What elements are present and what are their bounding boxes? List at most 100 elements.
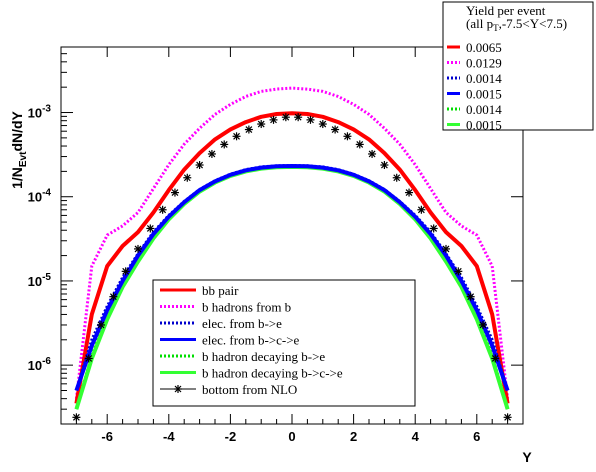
marker-d2 bbox=[442, 245, 450, 253]
nlo-marker bbox=[134, 244, 142, 253]
nlo-marker bbox=[195, 161, 204, 170]
axes-layer: -6 -4 -2 0 2 4 6 10-6 10-5 10-4 10-3 bbox=[28, 46, 523, 444]
marker-d2 bbox=[356, 140, 364, 148]
legend-marker bbox=[160, 385, 196, 393]
y-axis-label: 1/NEvtdN/dY bbox=[9, 110, 29, 188]
marker-d2 bbox=[97, 321, 105, 329]
yield-value: 0.0014 bbox=[466, 71, 502, 86]
nlo-marker bbox=[220, 140, 229, 149]
nlo-marker bbox=[232, 132, 241, 141]
nlo-marker bbox=[72, 413, 81, 422]
yield-panel-box bbox=[442, 1, 594, 131]
nlo-marker bbox=[331, 125, 340, 134]
marker-d2 bbox=[393, 174, 401, 182]
nlo-marker bbox=[244, 125, 253, 134]
marker-d2 bbox=[344, 132, 351, 140]
marker-d2 bbox=[146, 225, 154, 232]
y-tick-label: 10-6 bbox=[28, 356, 52, 373]
nlo-marker bbox=[294, 113, 303, 122]
marker-d2 bbox=[491, 355, 499, 362]
marker-d2 bbox=[183, 174, 191, 182]
nlo-marker bbox=[318, 120, 327, 129]
nlo-marker bbox=[417, 205, 426, 214]
marker-d2 bbox=[245, 126, 253, 133]
x-tick-label: -4 bbox=[163, 429, 175, 444]
x-tick-label: 2 bbox=[350, 429, 357, 444]
series-line-1 bbox=[74, 86, 510, 399]
nlo-marker bbox=[478, 320, 487, 329]
marker-d2 bbox=[479, 321, 487, 329]
yield-value: 0.0065 bbox=[466, 40, 502, 55]
legend-label: elec. from b->e bbox=[202, 316, 282, 331]
y-tick-label: 10-5 bbox=[28, 272, 52, 289]
marker-d2 bbox=[208, 150, 216, 158]
legend-label: bottom from NLO bbox=[202, 382, 297, 397]
marker-d2 bbox=[380, 161, 388, 169]
marker-d2 bbox=[307, 116, 314, 124]
nlo-marker bbox=[183, 173, 192, 182]
x-tick-label: 4 bbox=[412, 429, 420, 444]
nlo-marker bbox=[392, 173, 401, 182]
legend-label: elec. from b->c->e bbox=[202, 333, 300, 348]
nlo-marker bbox=[84, 354, 93, 363]
yield-title: Yield per event bbox=[466, 3, 546, 18]
nlo-marker bbox=[442, 244, 450, 253]
nlo-marker bbox=[170, 188, 179, 197]
y-tick-label: 10-4 bbox=[28, 188, 52, 205]
nlo-marker bbox=[380, 161, 389, 170]
marker-d2 bbox=[196, 161, 204, 169]
marker-d2 bbox=[368, 150, 376, 158]
nlo-marker bbox=[343, 132, 352, 141]
nlo-marker bbox=[109, 292, 118, 301]
x-tick-label: -6 bbox=[101, 429, 113, 444]
legend-label: b hadron decaying b->c->e bbox=[202, 366, 343, 381]
nlo-marker bbox=[257, 120, 266, 129]
marker-d2 bbox=[294, 113, 302, 121]
marker-d2 bbox=[319, 120, 327, 128]
legend-label: bb pair bbox=[202, 283, 239, 298]
nlo-marker bbox=[269, 115, 278, 124]
marker-d2 bbox=[220, 140, 228, 148]
nlo-marker bbox=[207, 149, 216, 158]
nlo-marker bbox=[121, 267, 130, 276]
marker-d2 bbox=[504, 413, 512, 421]
yield-value: 0.0014 bbox=[466, 102, 502, 117]
marker-d2 bbox=[430, 225, 438, 232]
marker-d2 bbox=[417, 206, 425, 214]
marker-d2 bbox=[72, 413, 80, 421]
marker-d2 bbox=[109, 293, 117, 301]
marker-d2 bbox=[122, 267, 130, 275]
nlo-marker bbox=[429, 224, 438, 233]
nlo-marker bbox=[355, 140, 364, 149]
curves-layer bbox=[72, 86, 512, 422]
x-axis-label: Y bbox=[522, 449, 532, 465]
nlo-marker bbox=[405, 188, 414, 197]
x-tick-label: -2 bbox=[225, 429, 237, 444]
nlo-marker bbox=[97, 320, 106, 329]
y-tick-label: 10-3 bbox=[28, 104, 52, 121]
marker-d2 bbox=[171, 189, 179, 197]
marker-d2 bbox=[270, 116, 277, 124]
marker-d2 bbox=[233, 132, 240, 140]
yield-panel: Yield per event (all pT,-7.5<Y<7.5) 0.00… bbox=[442, 1, 594, 133]
legend-label: b hadron decaying b->e bbox=[202, 349, 325, 364]
nlo-marker bbox=[146, 224, 155, 233]
marker-d2 bbox=[85, 355, 93, 362]
nlo-marker bbox=[491, 354, 500, 363]
nlo-marker bbox=[454, 267, 463, 276]
marker-d2 bbox=[454, 267, 462, 275]
yield-subtitle: (all pT,-7.5<Y<7.5) bbox=[466, 16, 567, 33]
x-tick-label: 0 bbox=[288, 429, 295, 444]
yield-value: 0.0129 bbox=[466, 56, 502, 71]
nlo-marker bbox=[306, 115, 315, 124]
legend-label: b hadrons from b bbox=[202, 300, 291, 315]
nlo-marker bbox=[158, 205, 167, 214]
series-line-3 bbox=[74, 164, 510, 392]
marker-d2 bbox=[282, 113, 290, 121]
marker-d2 bbox=[467, 293, 475, 301]
yield-value: 0.0015 bbox=[466, 87, 502, 102]
